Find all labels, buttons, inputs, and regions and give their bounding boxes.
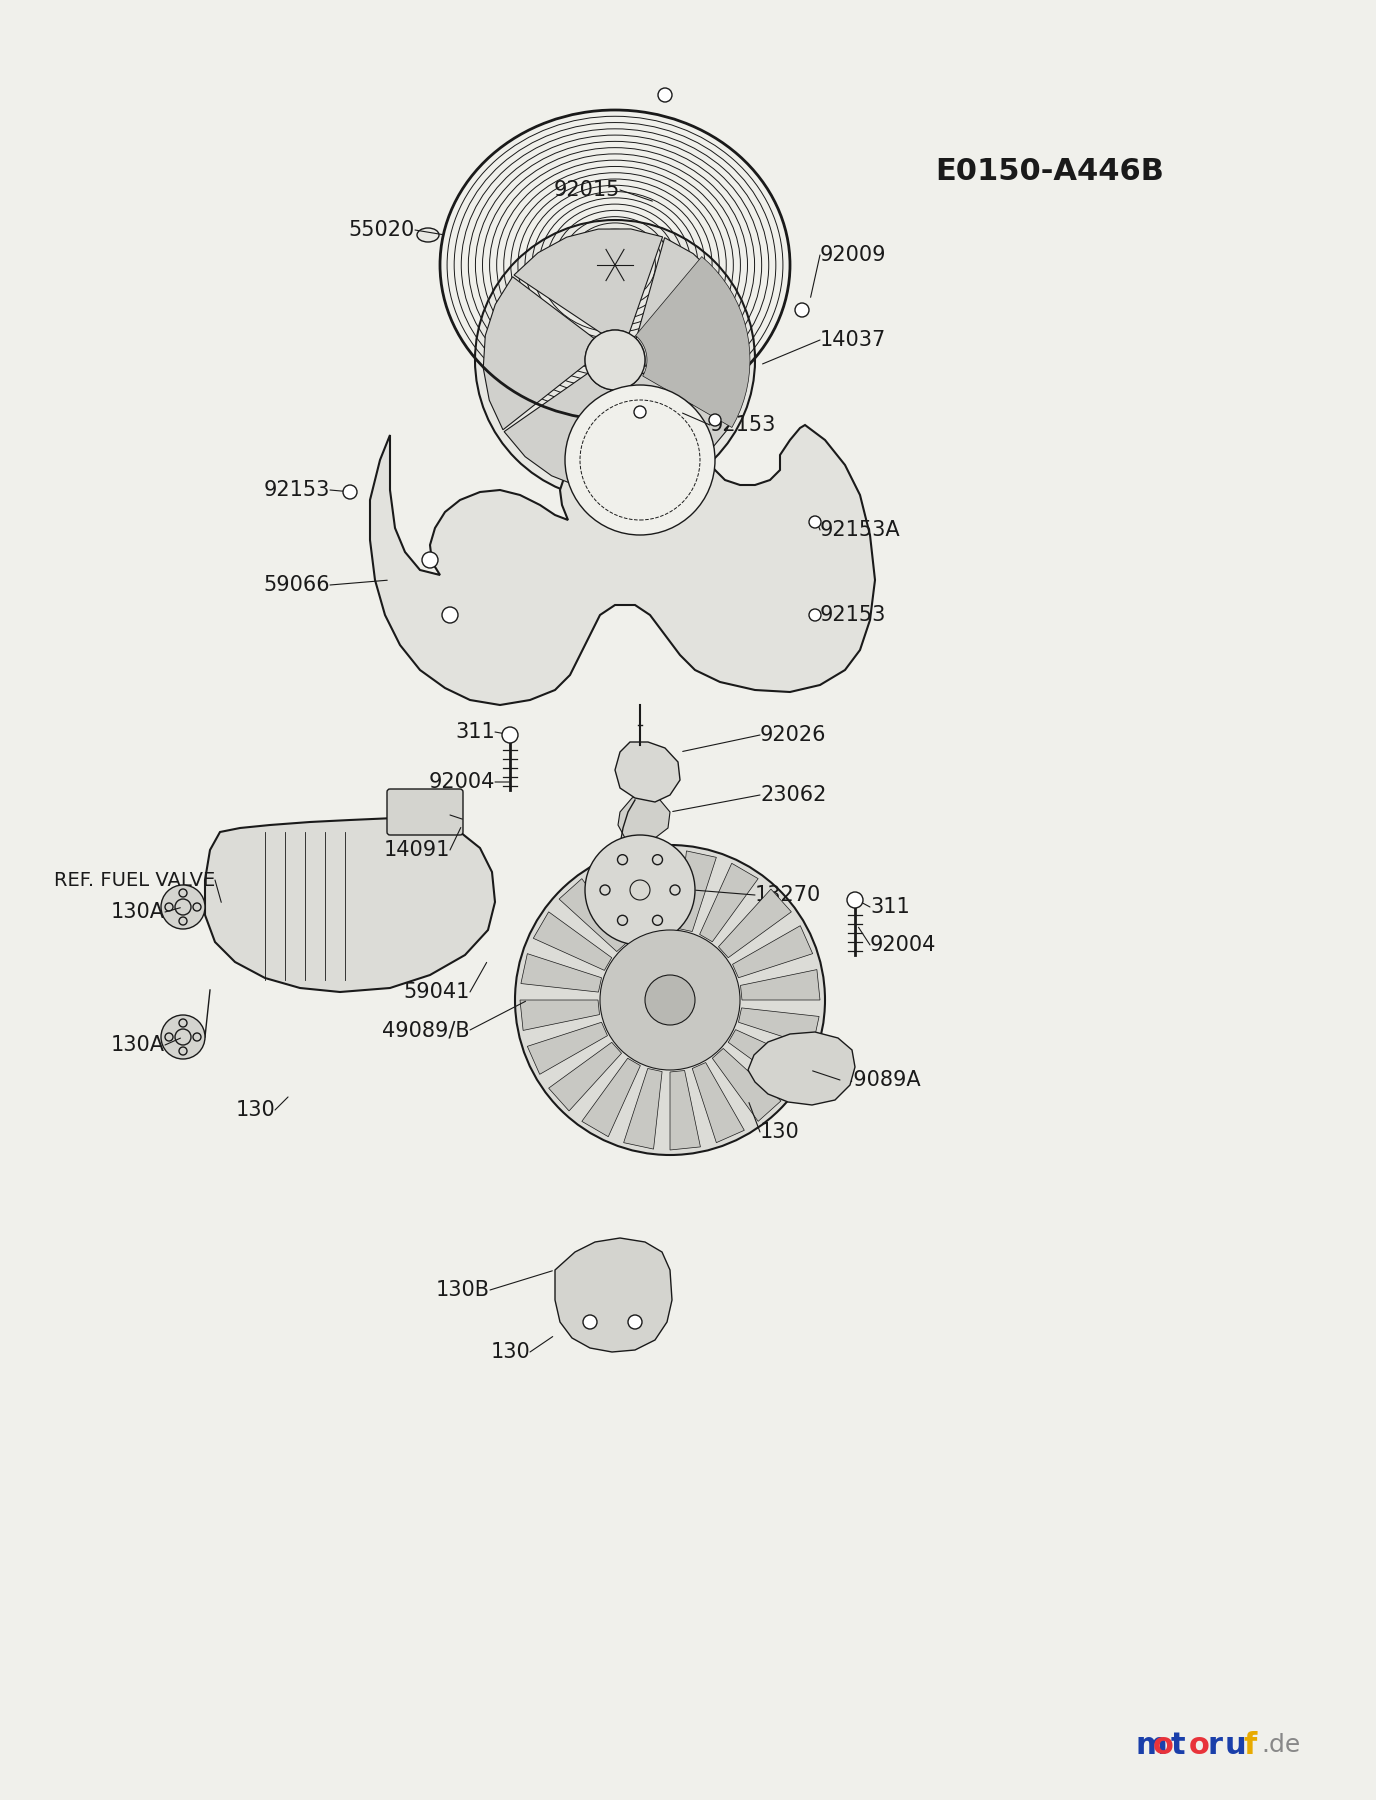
Circle shape [795, 302, 809, 317]
Circle shape [515, 844, 826, 1156]
Text: 130: 130 [760, 1121, 799, 1141]
Text: 130: 130 [235, 1100, 275, 1120]
Circle shape [475, 220, 755, 500]
Text: 92026: 92026 [760, 725, 827, 745]
Polygon shape [549, 1042, 622, 1111]
Polygon shape [640, 850, 670, 929]
Polygon shape [619, 369, 747, 488]
Circle shape [583, 1316, 597, 1328]
Polygon shape [582, 1058, 640, 1138]
Polygon shape [520, 1001, 600, 1030]
Polygon shape [483, 277, 594, 430]
Circle shape [809, 608, 821, 621]
Circle shape [809, 517, 821, 527]
Text: u: u [1225, 1730, 1247, 1760]
Text: 92004: 92004 [870, 934, 937, 956]
Text: 59041: 59041 [403, 983, 471, 1003]
Circle shape [442, 607, 458, 623]
Text: .de: .de [1260, 1733, 1300, 1757]
Polygon shape [678, 851, 717, 932]
Polygon shape [522, 954, 601, 992]
Polygon shape [636, 238, 747, 367]
Text: E0150-A446B: E0150-A446B [936, 158, 1164, 187]
Text: 55020: 55020 [348, 220, 416, 239]
Text: 92015: 92015 [553, 180, 621, 200]
Polygon shape [534, 913, 612, 970]
Circle shape [627, 1316, 643, 1328]
Circle shape [566, 385, 716, 535]
Ellipse shape [417, 229, 439, 241]
Circle shape [343, 484, 356, 499]
Circle shape [502, 727, 517, 743]
Polygon shape [713, 1048, 782, 1121]
Polygon shape [370, 418, 875, 706]
Ellipse shape [625, 421, 645, 436]
Text: 92153: 92153 [710, 416, 776, 436]
Polygon shape [618, 790, 670, 842]
Polygon shape [636, 257, 750, 428]
Polygon shape [749, 1031, 854, 1105]
Text: 311: 311 [870, 896, 910, 916]
Text: 14091: 14091 [384, 841, 450, 860]
Circle shape [600, 931, 740, 1069]
Text: REF. FUEL VALVE: REF. FUEL VALVE [54, 871, 215, 889]
Polygon shape [699, 864, 758, 941]
Text: 92153: 92153 [820, 605, 886, 625]
Polygon shape [718, 889, 791, 958]
Polygon shape [740, 970, 820, 1001]
Text: 49089/B: 49089/B [383, 1021, 471, 1040]
Polygon shape [739, 1008, 819, 1046]
Text: 92153: 92153 [264, 481, 330, 500]
Text: 49089A: 49089A [839, 1069, 921, 1091]
Text: o: o [1153, 1730, 1174, 1760]
Text: t: t [1171, 1730, 1186, 1760]
Text: r: r [1207, 1730, 1222, 1760]
Text: 92153A: 92153A [820, 520, 901, 540]
Text: 130B: 130B [436, 1280, 490, 1300]
Text: 130: 130 [490, 1343, 530, 1363]
Text: 130A: 130A [111, 902, 165, 922]
Circle shape [848, 893, 863, 907]
Polygon shape [596, 857, 648, 938]
Circle shape [161, 886, 205, 929]
Polygon shape [670, 1071, 700, 1150]
Text: 92009: 92009 [820, 245, 886, 265]
Polygon shape [504, 373, 647, 491]
Polygon shape [515, 229, 663, 333]
Text: m: m [1135, 1730, 1167, 1760]
Circle shape [585, 835, 695, 945]
Polygon shape [527, 1022, 607, 1075]
Polygon shape [728, 1030, 806, 1089]
Circle shape [658, 88, 671, 103]
Text: 311: 311 [455, 722, 495, 742]
Polygon shape [615, 742, 680, 803]
Polygon shape [559, 878, 627, 952]
Text: 92004: 92004 [429, 772, 495, 792]
Text: 14037: 14037 [820, 329, 886, 349]
Circle shape [634, 407, 645, 418]
Polygon shape [555, 1238, 671, 1352]
Circle shape [161, 1015, 205, 1058]
Circle shape [585, 329, 645, 391]
Polygon shape [623, 1069, 662, 1148]
Text: o: o [1189, 1730, 1210, 1760]
Circle shape [645, 976, 695, 1024]
Polygon shape [205, 817, 495, 992]
FancyBboxPatch shape [387, 788, 462, 835]
Text: 130: 130 [410, 805, 450, 824]
Text: 13270: 13270 [755, 886, 821, 905]
Circle shape [709, 414, 721, 427]
Circle shape [422, 553, 438, 569]
Polygon shape [692, 1062, 744, 1143]
Text: 23062: 23062 [760, 785, 827, 805]
Text: 130A: 130A [111, 1035, 165, 1055]
Text: f: f [1243, 1730, 1256, 1760]
Polygon shape [732, 925, 813, 977]
Text: 59066: 59066 [263, 574, 330, 596]
